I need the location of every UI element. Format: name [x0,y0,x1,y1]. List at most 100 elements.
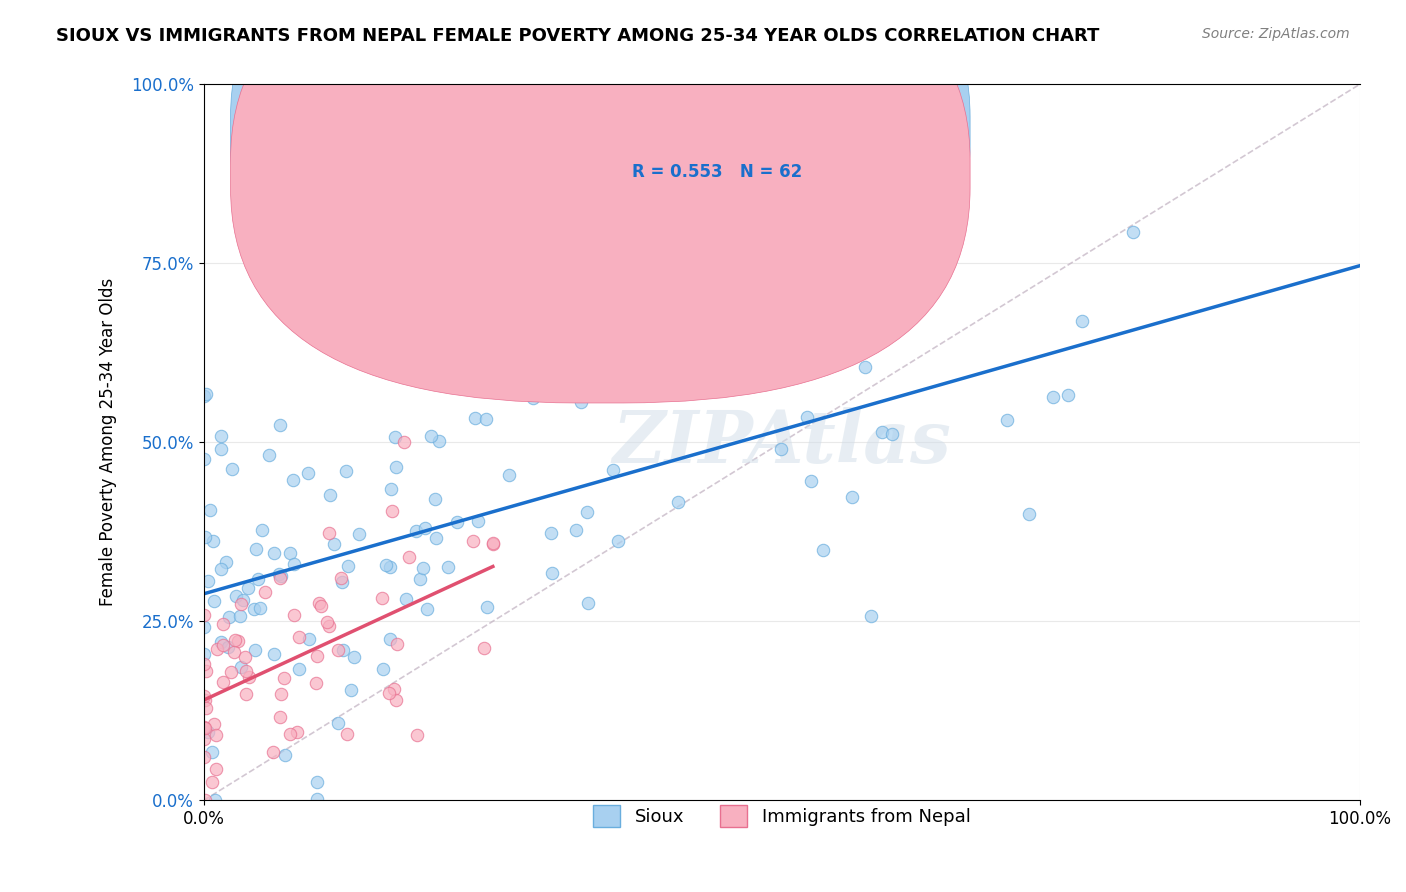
Point [318,488,340,502]
Point [335,464,357,478]
Point [412,561,434,575]
Point [215,555,238,569]
Point [269,710,291,724]
Point [482,536,505,550]
Point [308,596,330,610]
Point [193,731,215,746]
Point [690,301,713,316]
Point [243,643,266,657]
Point [193,721,215,735]
Point [380,482,402,496]
Point [385,693,408,707]
Point [278,727,301,741]
FancyBboxPatch shape [231,0,970,403]
Point [387,637,409,651]
Point [231,597,253,611]
Point [1071,314,1094,328]
Point [211,638,233,652]
Text: R = 0.553   N = 62: R = 0.553 N = 62 [631,162,801,181]
Point [225,590,247,604]
Point [598,343,620,357]
Point [541,566,564,581]
Point [796,410,818,425]
Point [385,459,408,474]
Point [995,413,1018,427]
Point [322,537,344,551]
Point [281,473,304,487]
FancyBboxPatch shape [568,106,823,206]
Point [330,575,353,590]
Point [195,701,218,715]
Point [222,645,245,659]
Point [328,643,350,657]
Point [378,559,401,574]
Point [238,670,260,684]
Point [245,541,267,556]
Point [270,569,292,583]
Point [235,665,257,679]
FancyBboxPatch shape [231,0,970,360]
Point [253,585,276,599]
Point [482,537,505,551]
Point [343,650,366,665]
Point [297,466,319,480]
Point [318,619,340,633]
Point [207,642,229,657]
Point [197,724,219,739]
Point [309,599,332,614]
Point [841,491,863,505]
Point [201,534,224,549]
Point [263,545,285,559]
Point [204,793,226,807]
Point [339,683,361,698]
Point [305,649,328,664]
Point [498,468,520,483]
Point [249,600,271,615]
Point [801,185,824,199]
Point [209,562,232,576]
Point [475,600,498,615]
Point [269,566,291,581]
Point [278,546,301,560]
Point [855,360,877,375]
Point [231,660,253,674]
Point [337,558,360,573]
Point [195,387,218,401]
Point [1018,508,1040,522]
Point [607,533,630,548]
Point [540,525,562,540]
Point [315,615,337,629]
Point [285,724,308,739]
Point [859,609,882,624]
Point [461,533,484,548]
Point [209,429,232,443]
Point [1042,391,1064,405]
Point [193,620,215,634]
Point [384,681,406,696]
Point [1122,225,1144,239]
Point [198,502,221,516]
Point [419,428,441,442]
Point [287,662,309,676]
Point [870,425,893,440]
Point [644,347,666,361]
Point [269,572,291,586]
Point [217,640,239,654]
Point [193,647,215,661]
Point [219,665,242,679]
Point [643,382,665,396]
Point [263,647,285,661]
Point [880,426,903,441]
Point [576,596,599,610]
Point [384,430,406,444]
Point [768,274,790,288]
Point [328,715,350,730]
Point [201,774,224,789]
Y-axis label: Female Poverty Among 25-34 Year Olds: Female Poverty Among 25-34 Year Olds [100,278,117,607]
Point [522,391,544,405]
Point [425,531,447,545]
Point [398,550,420,565]
Point [437,559,460,574]
Point [201,745,224,759]
Point [838,257,860,271]
